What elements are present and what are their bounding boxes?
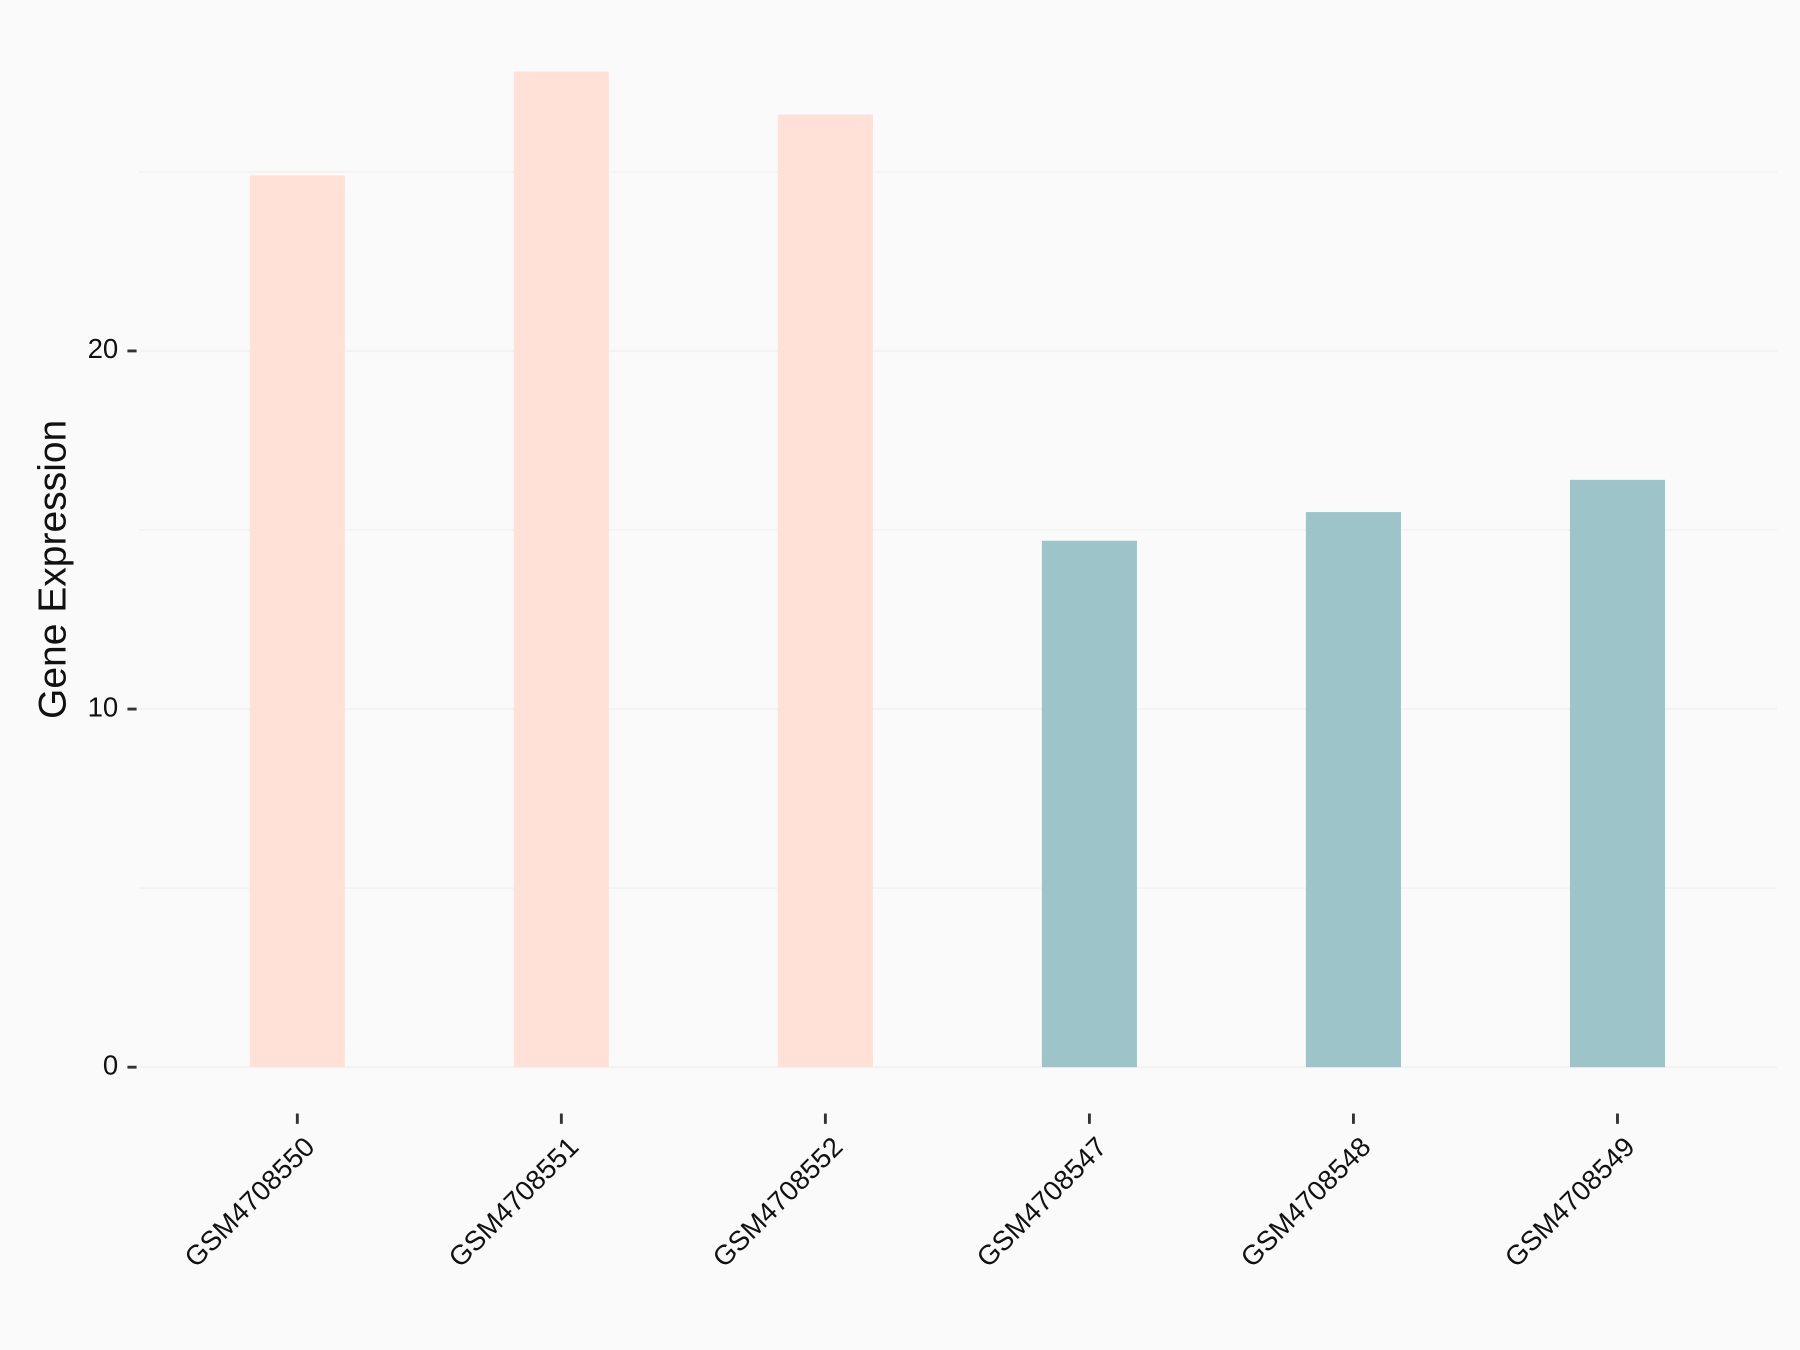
y-tick-label: 0 [103,1049,118,1080]
y-tick-label: 20 [88,333,119,364]
bar [1569,479,1665,1068]
bar [249,175,345,1068]
bar [513,71,609,1068]
y-tick-label: 10 [88,691,119,722]
bar [777,114,873,1068]
bar [1041,540,1137,1068]
y-axis-title: Gene Expression [31,420,74,719]
bar [1305,512,1401,1068]
